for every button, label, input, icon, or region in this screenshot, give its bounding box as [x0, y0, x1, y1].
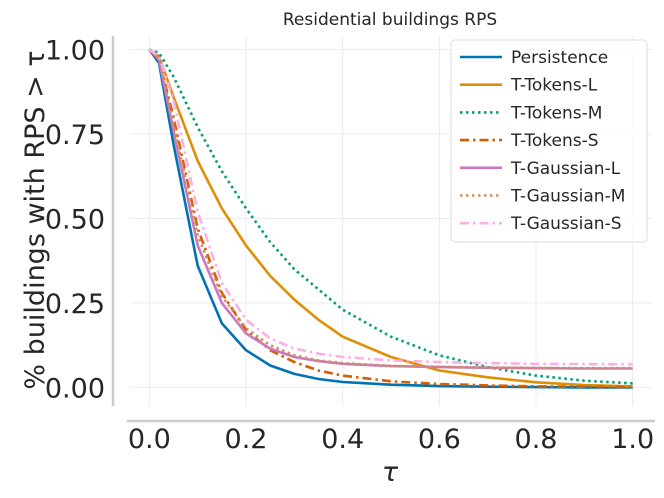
legend-label-t-tokens-m: T-Tokens-M — [510, 103, 602, 123]
axes — [111, 36, 655, 423]
legend-label-t-tokens-l: T-Tokens-L — [510, 76, 598, 96]
legend-label-t-gaussian-m: T-Gaussian-M — [510, 187, 625, 207]
chart-title: Residential buildings RPS — [283, 10, 497, 30]
legend-label-t-gaussian-s: T-Gaussian-S — [510, 214, 622, 234]
y-tick-label: 0.75 — [45, 120, 105, 151]
series-line-t-gaussian-m — [148, 48, 633, 370]
series-line-t-tokens-s — [148, 48, 633, 389]
y-tick-label: 0.00 — [45, 373, 105, 404]
x-tick-label: 0.0 — [128, 424, 171, 455]
legend-label-t-gaussian-l: T-Gaussian-L — [510, 159, 621, 179]
x-tick-labels: 0.0 0.2 0.4 0.6 0.8 1.0 — [128, 424, 654, 455]
y-tick-label: 0.50 — [45, 204, 105, 235]
y-tick-label: 0.25 — [45, 289, 105, 320]
legend-box — [450, 39, 648, 243]
series-line-t-tokens-l — [148, 48, 633, 388]
legend-label-t-tokens-s: T-Tokens-S — [510, 131, 599, 151]
x-tick-label: 0.8 — [515, 424, 558, 455]
y-tick-labels: 0.00 0.25 0.50 0.75 1.00 — [45, 36, 105, 405]
x-tick-label: 1.0 — [611, 424, 654, 455]
series-line-t-tokens-m — [148, 48, 633, 385]
y-axis-label: % buildings with RPS > τ — [20, 50, 51, 389]
series-line-t-gaussian-s — [148, 48, 633, 366]
x-tick-label: 0.2 — [225, 424, 268, 455]
x-axis-label: τ — [382, 457, 399, 488]
y-tick-label: 1.00 — [45, 36, 105, 67]
legend-label-persistence: Persistence — [511, 48, 608, 68]
x-tick-label: 0.4 — [321, 424, 364, 455]
x-tick-label: 0.6 — [418, 424, 461, 455]
legend: Persistence T-Tokens-L T-Tokens-M T-Tokens-… — [450, 39, 648, 243]
series-lines — [148, 48, 633, 389]
